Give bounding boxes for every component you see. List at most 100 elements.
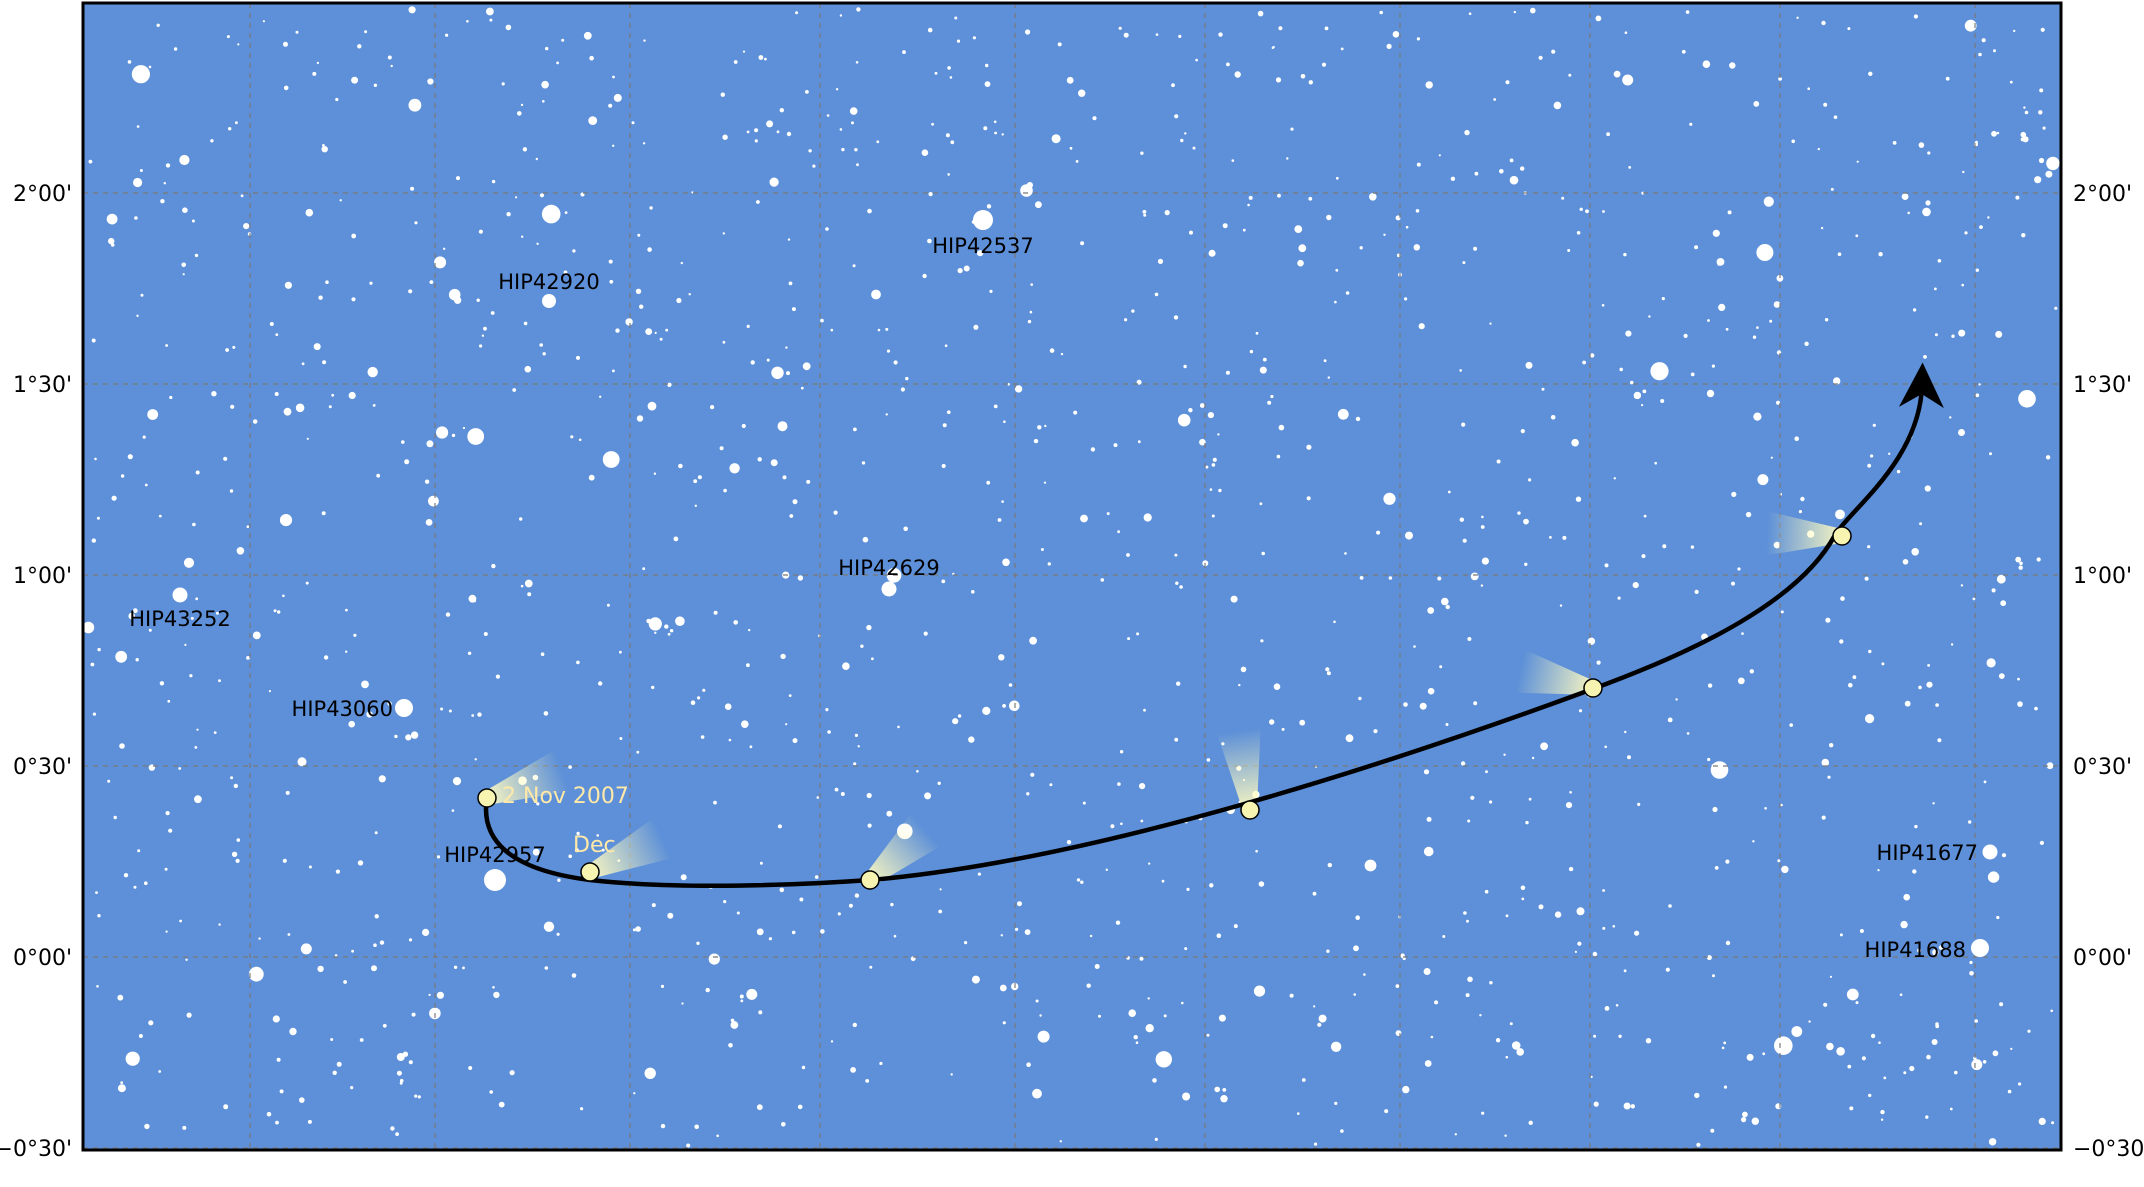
star [1602,210,1605,213]
star [1209,883,1214,888]
star [332,1070,337,1076]
star [443,247,446,250]
star [1690,545,1695,549]
star [1808,1020,1811,1023]
star [1731,581,1735,586]
star [1405,531,1413,540]
star [95,891,98,894]
star [1460,761,1466,766]
star [1035,201,1042,209]
star [1313,1005,1316,1008]
star [277,610,281,614]
star [1069,146,1073,150]
star [1424,1060,1432,1067]
star [284,281,292,289]
star [651,685,655,690]
star [1835,509,1845,520]
star [1827,775,1831,779]
star [148,65,152,69]
star [135,658,139,662]
star [1308,196,1313,201]
star [1796,16,1799,19]
star [1781,865,1789,874]
star [1986,658,1996,668]
star [857,745,860,748]
star [1306,444,1312,450]
star [1505,914,1509,918]
star [867,208,872,214]
star [410,731,419,739]
star [643,39,646,42]
star [2054,306,2058,310]
star [1173,315,1179,320]
star [1538,55,1543,60]
star [1938,945,1944,950]
star [335,869,340,874]
star [1569,791,1572,794]
star [321,511,326,516]
labeled-star-hip42920 [542,294,556,308]
star [1334,1101,1338,1105]
star [493,991,500,999]
star [1996,131,2000,135]
star [235,121,238,125]
star [1001,133,1004,136]
star [322,360,327,365]
star [1833,377,1841,385]
star [1707,757,1711,762]
star [1340,47,1344,51]
star [1604,1006,1610,1011]
star [2039,840,2044,846]
star [619,737,623,740]
star [1290,127,1294,131]
star [468,1066,473,1070]
star [440,707,444,711]
star [1979,225,1983,230]
star [133,885,137,889]
star [647,247,652,252]
star [1776,400,1780,405]
star [728,1043,733,1048]
star [1837,252,1842,256]
star [1798,510,1802,514]
star [348,720,356,728]
star [185,958,188,961]
star [1147,997,1150,1000]
star [2015,195,2020,200]
star [1968,820,1972,824]
star [564,211,568,215]
star [1199,403,1205,408]
star [802,362,811,371]
star [1233,924,1238,929]
star [276,1057,281,1062]
star [1741,1117,1747,1123]
star [462,426,466,430]
star [1353,993,1356,996]
star [766,120,774,128]
star [181,262,186,268]
star [756,200,760,204]
comet-tail [865,813,941,886]
star [139,169,143,172]
star [1489,322,1492,325]
star [1756,326,1759,329]
star [659,337,663,341]
star [1334,300,1337,304]
star [1259,366,1267,374]
star [1962,170,1965,174]
star [218,923,221,926]
star [509,1070,515,1076]
star [1335,176,1339,180]
star [1427,607,1435,614]
star [125,1051,140,1066]
star [570,435,574,439]
star [1753,412,1762,421]
star [973,324,979,330]
star [1899,993,1903,996]
star [1465,993,1470,998]
star [1110,824,1115,829]
star [673,536,679,542]
star [1538,904,1544,910]
star [1437,576,1442,581]
star [331,393,335,397]
